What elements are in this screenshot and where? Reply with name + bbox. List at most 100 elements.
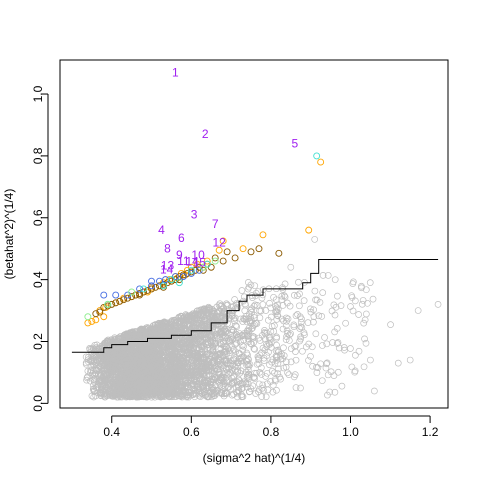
data-point xyxy=(274,370,282,377)
green-data-point xyxy=(104,300,112,308)
data-point xyxy=(149,354,157,362)
data-point xyxy=(128,361,135,369)
data-point xyxy=(216,353,224,361)
data-point xyxy=(256,368,264,376)
data-point xyxy=(204,393,211,401)
data-point xyxy=(237,338,244,346)
data-point xyxy=(285,371,293,378)
data-point xyxy=(199,331,206,339)
data-point xyxy=(352,351,359,359)
data-point xyxy=(197,369,205,377)
data-point xyxy=(198,309,206,317)
data-point xyxy=(189,391,197,399)
y-tick-label: 1.0 xyxy=(31,85,45,102)
data-point xyxy=(274,301,281,309)
data-point xyxy=(83,374,91,382)
orange-data-point xyxy=(215,246,223,254)
data-point xyxy=(114,335,122,342)
data-point xyxy=(122,331,129,339)
orange-data-point xyxy=(239,245,247,253)
data-point xyxy=(369,295,377,303)
data-point xyxy=(144,378,151,386)
data-point xyxy=(126,329,134,336)
brown-data-point xyxy=(275,249,283,257)
cyan-data-point xyxy=(140,285,148,293)
data-point xyxy=(104,343,111,351)
data-point xyxy=(260,357,268,364)
data-point xyxy=(179,340,187,347)
data-point xyxy=(117,333,124,340)
brown-data-point xyxy=(144,287,151,294)
blue-data-point xyxy=(187,269,195,277)
data-point xyxy=(140,378,148,386)
data-point xyxy=(228,379,236,387)
data-point xyxy=(321,334,328,341)
data-point xyxy=(142,338,149,346)
data-point xyxy=(270,293,277,301)
data-point xyxy=(137,347,145,355)
data-point xyxy=(362,286,370,294)
data-point xyxy=(313,296,321,304)
data-point xyxy=(229,302,237,310)
data-point xyxy=(189,329,197,337)
point-label: 6 xyxy=(178,231,185,245)
brown-data-point xyxy=(231,254,239,262)
brown-data-point xyxy=(96,308,104,316)
data-point xyxy=(217,314,225,322)
data-point xyxy=(243,329,250,337)
data-point xyxy=(333,325,341,332)
data-point xyxy=(261,346,269,354)
data-point xyxy=(364,299,371,307)
data-point xyxy=(201,315,209,323)
data-point xyxy=(260,386,267,394)
data-point xyxy=(351,297,359,305)
orange-data-point xyxy=(203,257,211,265)
orange-data-point xyxy=(317,158,325,166)
data-point xyxy=(86,357,94,364)
data-point xyxy=(269,356,277,363)
data-point xyxy=(310,313,318,321)
point-label: 5 xyxy=(291,137,298,151)
plot-frame xyxy=(59,59,449,409)
data-point xyxy=(204,338,212,345)
brown-data-point xyxy=(120,296,128,304)
data-point xyxy=(114,366,122,374)
data-point xyxy=(107,348,115,356)
data-point xyxy=(287,345,295,353)
data-point xyxy=(157,392,165,400)
brown-data-point xyxy=(156,282,163,290)
data-point xyxy=(362,339,370,347)
data-point xyxy=(193,370,201,378)
green-data-point xyxy=(199,263,207,271)
data-point xyxy=(251,369,258,377)
data-point xyxy=(259,344,267,352)
data-point xyxy=(283,327,291,335)
data-point xyxy=(262,373,269,380)
data-point xyxy=(125,361,133,369)
data-point xyxy=(230,346,237,353)
orange-data-point xyxy=(219,237,227,245)
data-point xyxy=(347,345,354,352)
data-point xyxy=(203,350,211,358)
data-point xyxy=(124,392,131,400)
orange-data-point xyxy=(100,313,108,321)
data-point xyxy=(140,388,148,396)
data-point xyxy=(215,363,223,370)
data-point xyxy=(203,309,211,317)
data-point xyxy=(153,344,161,352)
data-point xyxy=(284,329,291,337)
data-point xyxy=(274,312,282,320)
cyan-data-point xyxy=(160,282,167,290)
data-point xyxy=(215,301,223,309)
data-point xyxy=(139,325,146,333)
data-point xyxy=(223,378,231,386)
data-point xyxy=(148,373,156,381)
data-point xyxy=(179,383,186,391)
data-point xyxy=(283,314,290,322)
data-point xyxy=(256,314,264,322)
data-point xyxy=(158,352,166,360)
data-point xyxy=(102,356,109,364)
data-point xyxy=(295,278,302,286)
data-point xyxy=(109,348,116,355)
data-point xyxy=(340,344,348,351)
